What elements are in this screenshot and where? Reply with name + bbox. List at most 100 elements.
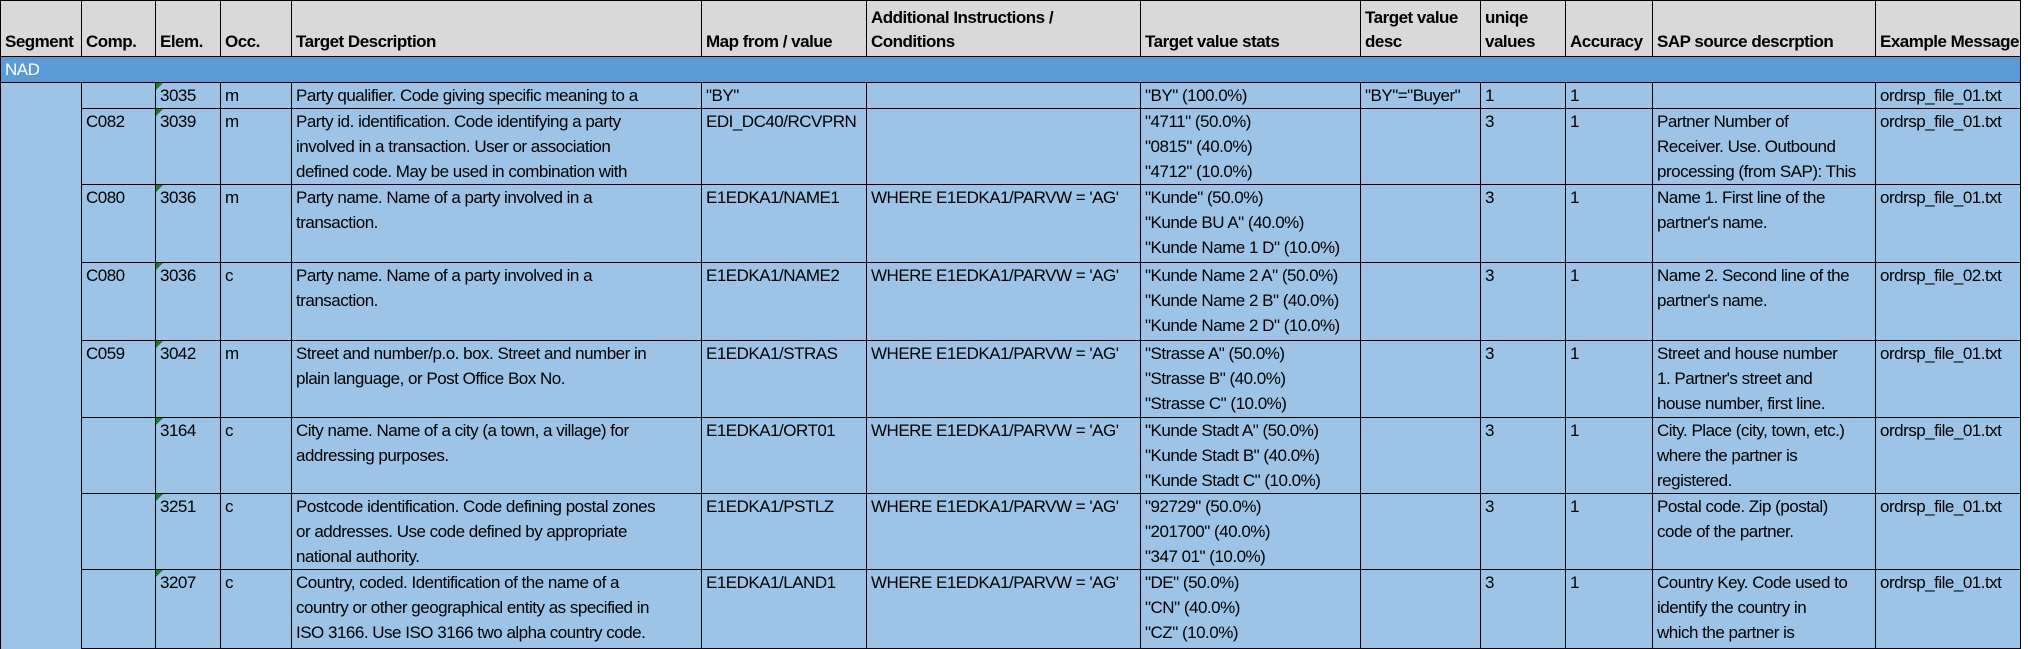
component-cell[interactable]: C080 (81, 262, 156, 341)
target-value-desc-cell[interactable] (1360, 108, 1481, 185)
element-cell[interactable]: 3039 (155, 108, 221, 185)
map-from-cell[interactable]: EDI_DC40/RCVPRN (701, 108, 867, 185)
accuracy-cell[interactable]: 1 (1565, 262, 1653, 341)
example-message-cell[interactable]: ordrsp_file_01.txt (1875, 417, 2021, 494)
conditions-cell[interactable]: WHERE E1EDKA1/PARVW = 'AG' (866, 493, 1141, 570)
target-value-desc-cell[interactable] (1360, 493, 1481, 570)
column-header[interactable]: Target value desc (1360, 0, 1481, 57)
element-cell[interactable]: 3207 (155, 569, 221, 649)
target-description-cell[interactable]: Party name. Name of a party involved in … (291, 184, 702, 263)
element-cell[interactable]: 3042 (155, 340, 221, 418)
map-from-cell[interactable]: "BY" (701, 82, 867, 109)
component-cell[interactable]: C080 (81, 184, 156, 263)
target-value-stats-cell[interactable]: "4711" (50.0%) "0815" (40.0%) "4712" (10.0… (1140, 108, 1361, 185)
element-cell[interactable]: 3035 (155, 82, 221, 109)
example-message-cell[interactable]: ordrsp_file_01.txt (1875, 108, 2021, 185)
column-header[interactable]: Accuracy (1565, 0, 1653, 57)
target-description-cell[interactable]: Country, coded. Identification of the na… (291, 569, 702, 649)
conditions-cell[interactable]: WHERE E1EDKA1/PARVW = 'AG' (866, 184, 1141, 263)
column-header[interactable]: Elem. (155, 0, 221, 57)
unique-values-cell[interactable]: 3 (1480, 569, 1566, 649)
element-cell[interactable]: 3036 (155, 184, 221, 263)
component-cell[interactable] (81, 417, 156, 494)
accuracy-cell[interactable]: 1 (1565, 108, 1653, 185)
conditions-cell[interactable]: WHERE E1EDKA1/PARVW = 'AG' (866, 340, 1141, 418)
element-cell[interactable]: 3164 (155, 417, 221, 494)
example-message-cell[interactable]: ordrsp_file_01.txt (1875, 569, 2021, 649)
column-header[interactable]: Occ. (220, 0, 292, 57)
occurrence-cell[interactable]: m (220, 108, 292, 185)
target-value-stats-cell[interactable]: "92729" (50.0%) "201700" (40.0%) "347 01" … (1140, 493, 1361, 570)
target-value-desc-cell[interactable] (1360, 184, 1481, 263)
target-value-desc-cell[interactable] (1360, 569, 1481, 649)
example-message-cell[interactable]: ordrsp_file_01.txt (1875, 184, 2021, 263)
sap-source-description-cell[interactable]: Street and house number 1. Partner's stre… (1652, 340, 1876, 418)
accuracy-cell[interactable]: 1 (1565, 493, 1653, 570)
conditions-cell[interactable]: WHERE E1EDKA1/PARVW = 'AG' (866, 262, 1141, 341)
unique-values-cell[interactable]: 3 (1480, 417, 1566, 494)
target-value-stats-cell[interactable]: "Strasse A" (50.0%) "Strasse B" (40.0%) "S… (1140, 340, 1361, 418)
unique-values-cell[interactable]: 3 (1480, 340, 1566, 418)
map-from-cell[interactable]: E1EDKA1/PSTLZ (701, 493, 867, 570)
column-header[interactable]: Example Message (1875, 0, 2021, 57)
target-value-stats-cell[interactable]: "Kunde Name 2 A" (50.0%) "Kunde Name 2 B"… (1140, 262, 1361, 341)
column-header[interactable]: Comp. (81, 0, 156, 57)
target-value-stats-cell[interactable]: "Kunde" (50.0%) "Kunde BU A" (40.0%) "Kund… (1140, 184, 1361, 263)
component-cell[interactable] (81, 82, 156, 109)
accuracy-cell[interactable]: 1 (1565, 340, 1653, 418)
example-message-cell[interactable]: ordrsp_file_01.txt (1875, 82, 2021, 109)
sap-source-description-cell[interactable]: City. Place (city, town, etc.) where the … (1652, 417, 1876, 494)
sap-source-description-cell[interactable] (1652, 82, 1876, 109)
example-message-cell[interactable]: ordrsp_file_01.txt (1875, 493, 2021, 570)
map-from-cell[interactable]: E1EDKA1/STRAS (701, 340, 867, 418)
unique-values-cell[interactable]: 3 (1480, 493, 1566, 570)
segment-cell[interactable]: NAD (0, 56, 2021, 83)
sap-source-description-cell[interactable]: Name 2. Second line of the partner's name… (1652, 262, 1876, 341)
target-description-cell[interactable]: Party name. Name of a party involved in … (291, 262, 702, 341)
target-value-desc-cell[interactable] (1360, 340, 1481, 418)
conditions-cell[interactable]: WHERE E1EDKA1/PARVW = 'AG' (866, 569, 1141, 649)
column-header[interactable]: Segment (0, 0, 82, 57)
sap-source-description-cell[interactable]: Name 1. First line of the partner's name. (1652, 184, 1876, 263)
occurrence-cell[interactable]: c (220, 569, 292, 649)
accuracy-cell[interactable]: 1 (1565, 82, 1653, 109)
unique-values-cell[interactable]: 3 (1480, 184, 1566, 263)
column-header[interactable]: SAP source descrption (1652, 0, 1876, 57)
sap-source-description-cell[interactable]: Country Key. Code used to identify the co… (1652, 569, 1876, 649)
element-cell[interactable]: 3251 (155, 493, 221, 570)
sap-source-description-cell[interactable]: Postal code. Zip (postal) code of the par… (1652, 493, 1876, 570)
occurrence-cell[interactable]: m (220, 184, 292, 263)
accuracy-cell[interactable]: 1 (1565, 184, 1653, 263)
component-cell[interactable] (81, 493, 156, 570)
unique-values-cell[interactable]: 1 (1480, 82, 1566, 109)
example-message-cell[interactable]: ordrsp_file_02.txt (1875, 262, 2021, 341)
occurrence-cell[interactable]: m (220, 340, 292, 418)
target-value-desc-cell[interactable]: "BY"="Buyer" (1360, 82, 1481, 109)
element-cell[interactable]: 3036 (155, 262, 221, 341)
target-description-cell[interactable]: Street and number/p.o. box. Street and n… (291, 340, 702, 418)
column-header[interactable]: Additional Instructions / Conditions (866, 0, 1141, 57)
target-description-cell[interactable]: Party id. identification. Code identifyi… (291, 108, 702, 185)
unique-values-cell[interactable]: 3 (1480, 108, 1566, 185)
occurrence-cell[interactable]: c (220, 262, 292, 341)
unique-values-cell[interactable]: 3 (1480, 262, 1566, 341)
map-from-cell[interactable]: E1EDKA1/ORT01 (701, 417, 867, 494)
component-cell[interactable]: C082 (81, 108, 156, 185)
target-value-stats-cell[interactable]: "Kunde Stadt A" (50.0%) "Kunde Stadt B" (… (1140, 417, 1361, 494)
column-header[interactable]: Target Description (291, 0, 702, 57)
accuracy-cell[interactable]: 1 (1565, 417, 1653, 494)
target-value-desc-cell[interactable] (1360, 262, 1481, 341)
target-description-cell[interactable]: Postcode identification. Code defining p… (291, 493, 702, 570)
target-description-cell[interactable]: City name. Name of a city (a town, a vil… (291, 417, 702, 494)
map-from-cell[interactable]: E1EDKA1/NAME2 (701, 262, 867, 341)
accuracy-cell[interactable]: 1 (1565, 569, 1653, 649)
column-header[interactable]: Target value stats (1140, 0, 1361, 57)
component-cell[interactable] (81, 569, 156, 649)
column-header[interactable]: Map from / value (701, 0, 867, 57)
target-description-cell[interactable]: Party qualifier. Code giving specific me… (291, 82, 702, 109)
occurrence-cell[interactable]: c (220, 493, 292, 570)
component-cell[interactable]: C059 (81, 340, 156, 418)
map-from-cell[interactable]: E1EDKA1/NAME1 (701, 184, 867, 263)
target-value-stats-cell[interactable]: "BY" (100.0%) (1140, 82, 1361, 109)
conditions-cell[interactable] (866, 108, 1141, 185)
